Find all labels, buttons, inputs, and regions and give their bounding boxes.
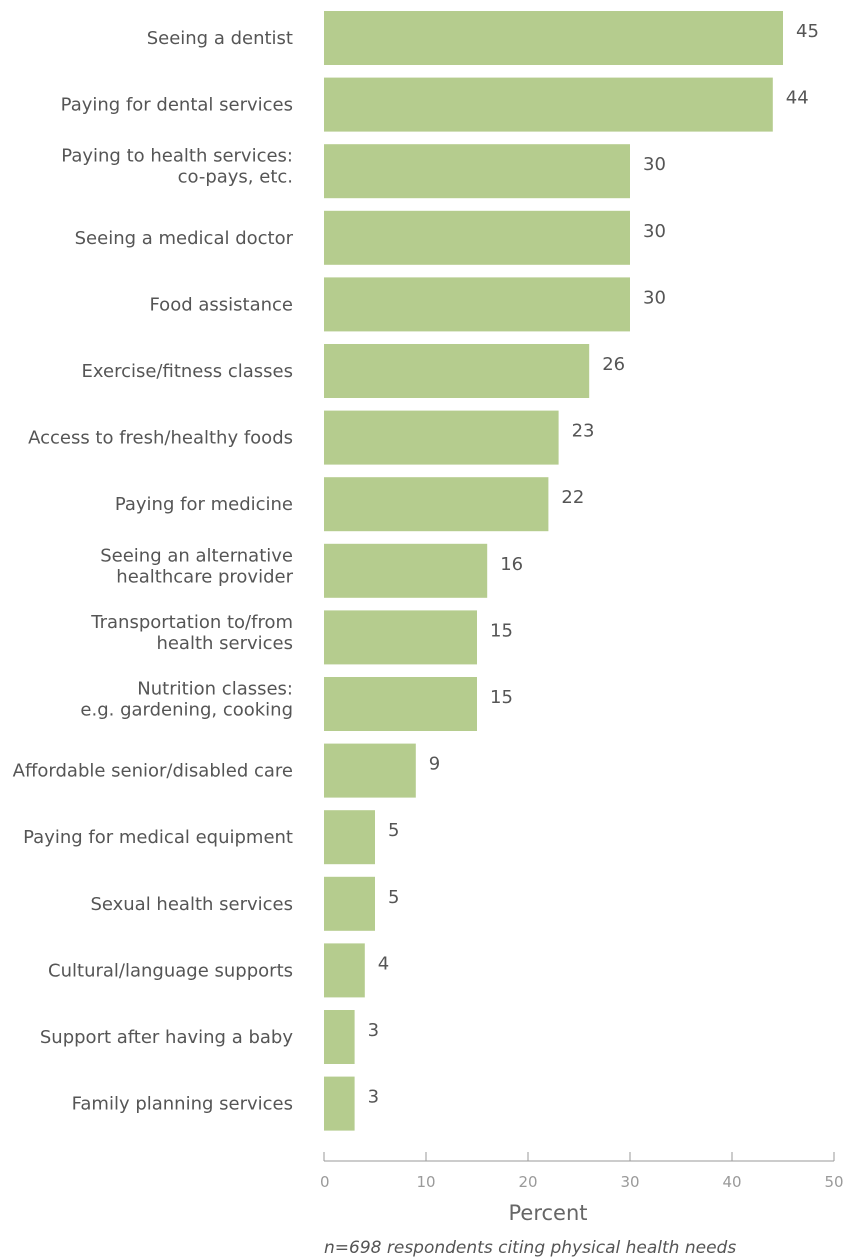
category-label-line: Sexual health services: [90, 894, 293, 915]
value-label-5: 26: [602, 354, 625, 375]
x-axis-title: Percent: [508, 1201, 587, 1225]
category-label-line: Paying to health services:: [61, 146, 293, 167]
value-label-7: 22: [561, 487, 584, 508]
category-label-9: Transportation to/from health services: [90, 612, 293, 654]
category-label-6: Access to fresh/healthy foods: [28, 428, 293, 449]
category-label-line: Food assistance: [149, 294, 293, 315]
category-label-8: Seeing an alternative healthcare provider: [100, 545, 293, 587]
bar-13: [324, 876, 375, 931]
category-label-line: Support after having a baby: [40, 1027, 293, 1048]
bars-group: [324, 11, 783, 1131]
bar-0: [324, 11, 783, 65]
bar-8: [324, 543, 488, 598]
value-label-14: 4: [378, 953, 389, 974]
value-label-2: 30: [643, 154, 666, 175]
category-label-2: Paying to health services: co-pays, etc.: [61, 146, 293, 188]
value-label-15: 3: [368, 1020, 379, 1041]
value-label-13: 5: [388, 887, 399, 908]
bar-16: [324, 1076, 355, 1131]
category-label-15: Support after having a baby: [40, 1027, 293, 1048]
bar-10: [324, 677, 477, 731]
bar-6: [324, 410, 559, 465]
bar-2: [324, 144, 630, 199]
category-label-line: Seeing an alternative: [100, 545, 293, 566]
x-tick-label-0: 0: [320, 1173, 330, 1191]
category-label-line: e.g. gardening, cooking: [80, 700, 293, 721]
category-label-line: co-pays, etc.: [178, 167, 293, 188]
sample-size-note: n=698 respondents citing physical health…: [324, 1238, 736, 1258]
value-label-16: 3: [368, 1087, 379, 1108]
category-label-line: Nutrition classes:: [137, 679, 293, 700]
x-tick-label-3: 30: [620, 1173, 639, 1191]
value-labels: 45 44 30 30 30 26 23 22 16 15 15 9 5 5 4 3 3: [368, 21, 819, 1108]
category-label-line: Access to fresh/healthy foods: [28, 428, 293, 449]
bar-3: [324, 210, 630, 265]
category-label-11: Affordable senior/disabled care: [13, 761, 293, 782]
x-axis: 0 10 20 30 40 50: [320, 1152, 843, 1191]
x-tick-label-1: 10: [416, 1173, 435, 1191]
bar-9: [324, 610, 477, 665]
value-label-0: 45: [796, 21, 819, 42]
x-tick-label-5: 50: [824, 1173, 843, 1191]
x-tick-label-4: 40: [722, 1173, 741, 1191]
value-label-10: 15: [490, 687, 513, 708]
category-label-line: Affordable senior/disabled care: [13, 761, 293, 782]
bar-11: [324, 743, 416, 798]
value-label-4: 30: [643, 287, 666, 308]
bar-15: [324, 1010, 355, 1064]
bar-12: [324, 810, 375, 865]
bar-14: [324, 943, 365, 998]
value-label-1: 44: [786, 88, 809, 109]
category-label-12: Paying for medical equipment: [23, 827, 293, 848]
category-label-3: Seeing a medical doctor: [75, 228, 294, 249]
value-label-12: 5: [388, 820, 399, 841]
category-label-line: Paying for medicine: [115, 494, 293, 515]
value-label-8: 16: [500, 554, 523, 575]
category-label-1: Paying for dental services: [61, 95, 293, 116]
category-label-line: Cultural/language supports: [48, 960, 293, 981]
category-label-line: Seeing a medical doctor: [75, 228, 294, 249]
category-label-5: Exercise/fitness classes: [82, 361, 293, 382]
bar-4: [324, 277, 630, 332]
category-label-14: Cultural/language supports: [48, 960, 293, 981]
category-label-line: Seeing a dentist: [147, 28, 293, 49]
bar-1: [324, 77, 773, 132]
category-label-4: Food assistance: [149, 294, 293, 315]
category-label-line: health services: [156, 633, 293, 654]
category-label-line: Exercise/fitness classes: [82, 361, 293, 382]
category-label-line: Paying for medical equipment: [23, 827, 293, 848]
category-label-10: Nutrition classes: e.g. gardening, cookin…: [80, 679, 293, 721]
category-label-13: Sexual health services: [90, 894, 293, 915]
value-label-11: 9: [429, 754, 440, 775]
category-label-line: Paying for dental services: [61, 95, 293, 116]
value-label-6: 23: [572, 421, 595, 442]
category-labels: Seeing a dentist Paying for dental servic…: [13, 28, 294, 1115]
category-label-line: Transportation to/from: [90, 612, 293, 633]
value-label-9: 15: [490, 620, 513, 641]
bar-5: [324, 344, 590, 398]
category-label-7: Paying for medicine: [115, 494, 293, 515]
category-label-0: Seeing a dentist: [147, 28, 293, 49]
bar-7: [324, 477, 549, 532]
category-label-16: Family planning services: [72, 1094, 293, 1115]
x-tick-label-2: 20: [518, 1173, 537, 1191]
value-label-3: 30: [643, 221, 666, 242]
category-label-line: healthcare provider: [116, 566, 293, 587]
category-label-line: Family planning services: [72, 1094, 293, 1115]
